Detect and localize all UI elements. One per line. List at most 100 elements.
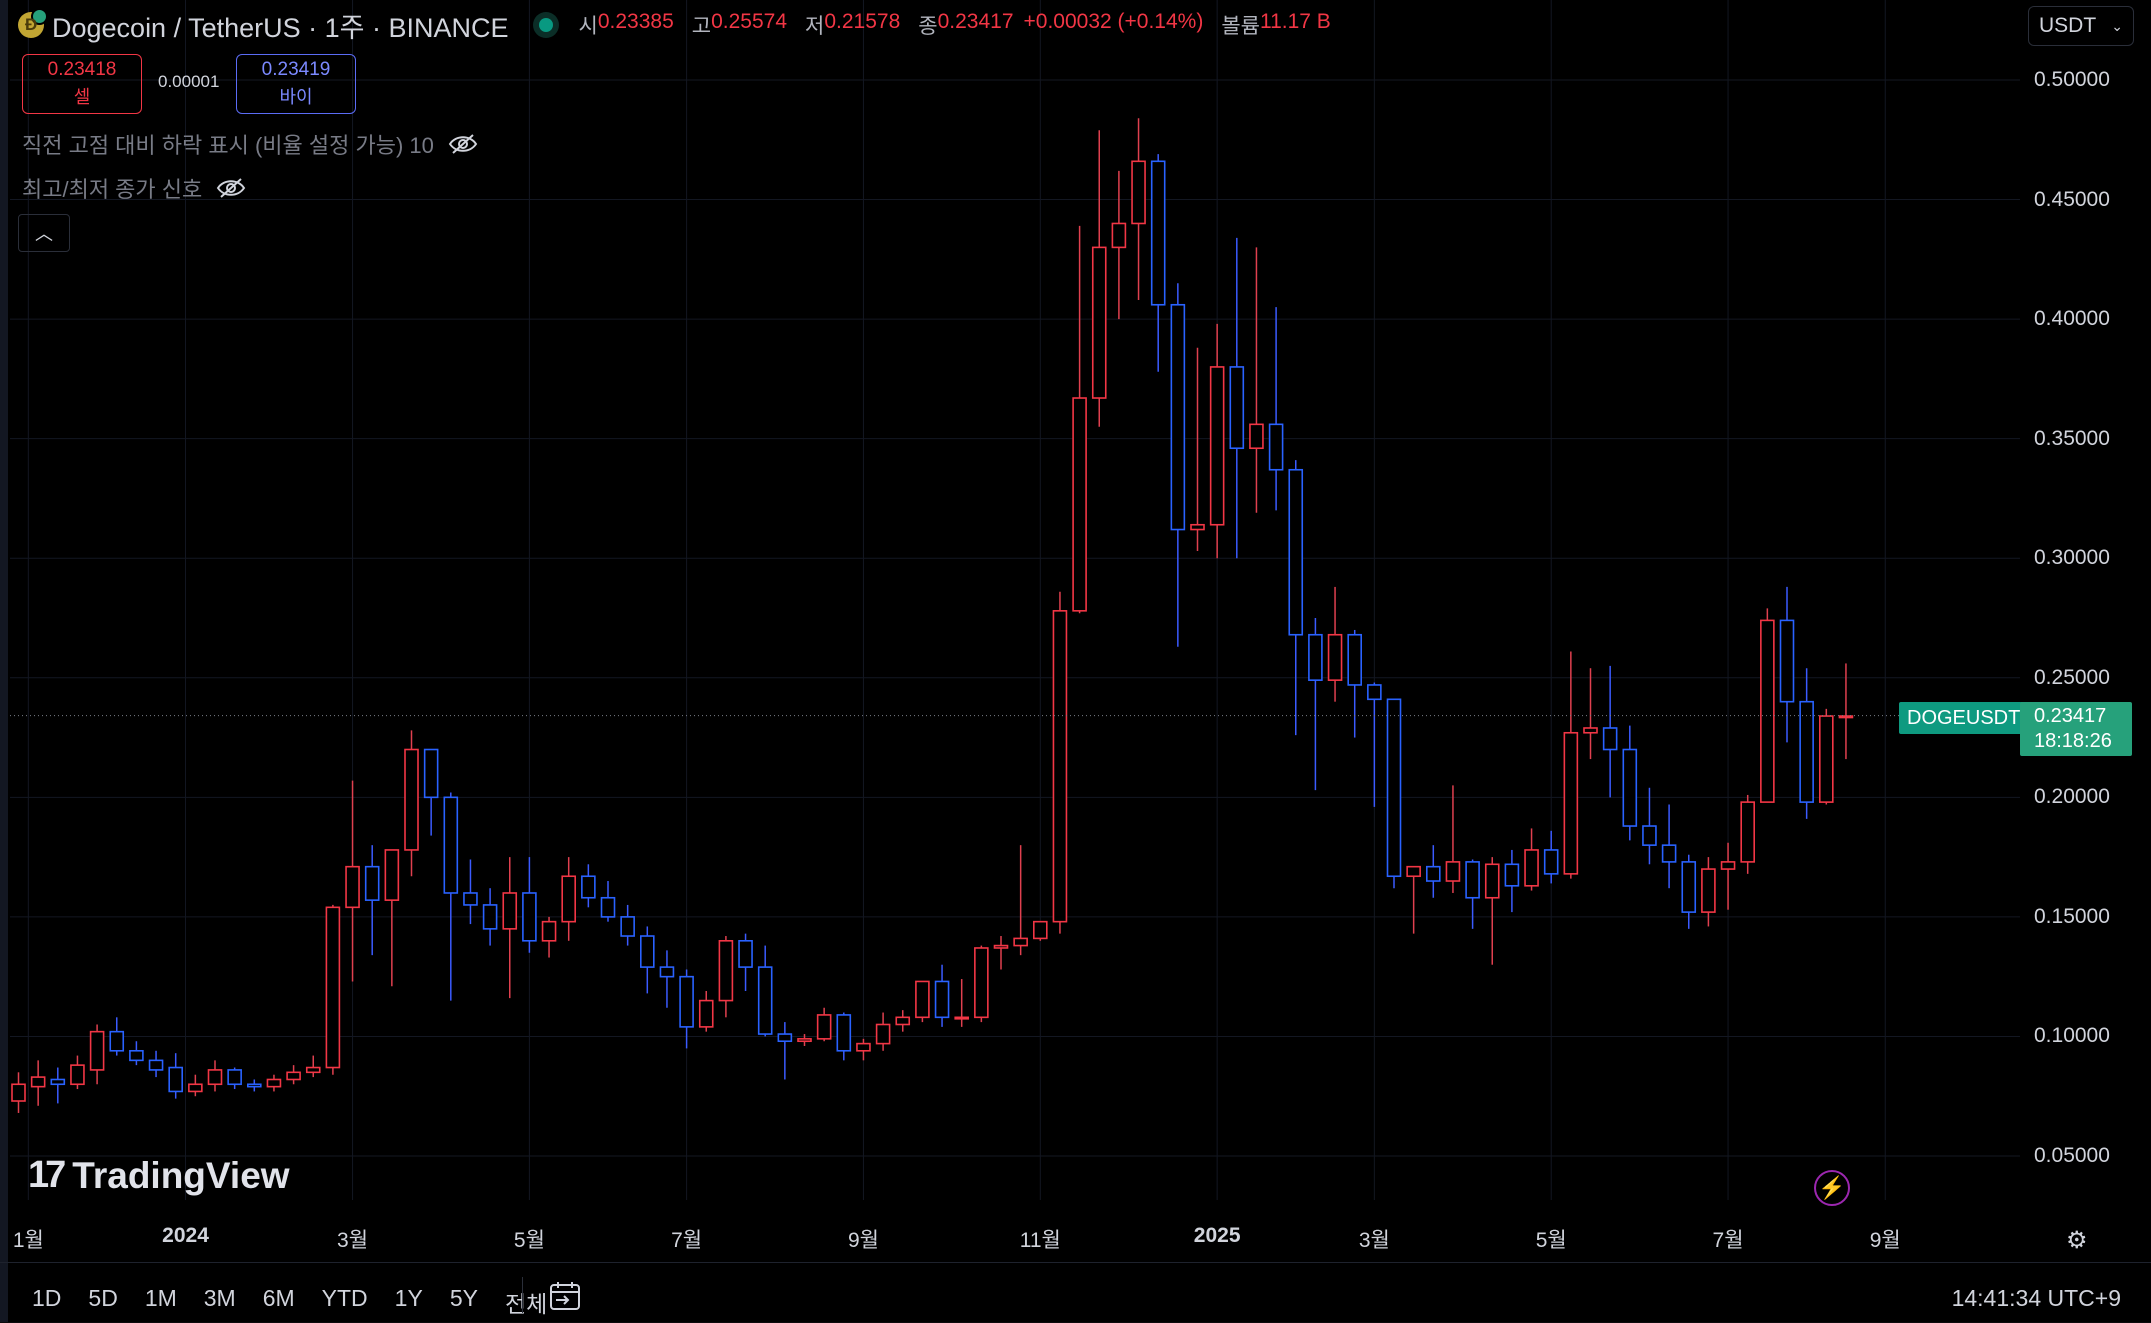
eye-hidden-icon[interactable]	[216, 177, 246, 199]
chart-settings-gear-icon[interactable]: ⚙	[2066, 1227, 2088, 1254]
close-value: 0.23417	[937, 10, 1014, 33]
candle-down	[129, 1049, 144, 1062]
sell-label: 셀	[73, 87, 91, 107]
currency-label: USDT	[2039, 14, 2097, 37]
candle-up	[1563, 731, 1579, 875]
range-5d[interactable]: 5D	[88, 1285, 118, 1311]
price-tick-label: 0.20000	[2034, 785, 2110, 809]
currency-selector[interactable]: USDT ⌄	[2028, 6, 2134, 46]
candle-down	[659, 966, 675, 978]
tradingview-logo[interactable]: 17 TradingView	[28, 1154, 290, 1197]
sell-button[interactable]: 0.23418 셀	[22, 54, 142, 114]
chevron-up-icon: ︿	[35, 224, 53, 244]
candle-up	[1052, 610, 1068, 923]
change-value: +0.00032 (+0.14%)	[1023, 10, 1204, 33]
price-tick-label: 0.05000	[2034, 1144, 2110, 1167]
candle-down	[463, 892, 478, 906]
candle-down	[1779, 619, 1795, 703]
candle-down	[443, 796, 459, 894]
indicator-label: 직전 고점 대비 하락 표시 (비율 설정 가능) 10	[22, 133, 434, 158]
buy-price: 0.23419	[261, 59, 331, 80]
candle-down	[1268, 423, 1284, 471]
candle-up	[384, 849, 400, 901]
lightning-icon[interactable]: ⚡	[1814, 1170, 1850, 1206]
candle-down	[168, 1066, 183, 1093]
range-3m[interactable]: 3M	[203, 1285, 236, 1311]
open-label: 시	[578, 15, 598, 38]
range-1m[interactable]: 1M	[144, 1285, 177, 1311]
candle-up	[266, 1078, 282, 1088]
go-to-date-icon[interactable]	[548, 1281, 582, 1311]
candle-up	[1838, 715, 1854, 719]
price-tick-label: 0.45000	[2034, 187, 2110, 211]
close-label: 종	[918, 15, 938, 38]
buy-button[interactable]: 0.23419 바이	[236, 54, 356, 114]
candle-down	[1681, 861, 1697, 913]
candle-up	[698, 999, 714, 1028]
candle-up	[1072, 397, 1087, 612]
candle-down	[639, 935, 655, 968]
price-tick-label: 0.30000	[2034, 546, 2110, 570]
candle-down	[1642, 825, 1657, 846]
candle-down	[836, 1014, 852, 1052]
price-chart[interactable]	[0, 0, 2151, 1262]
price-tick-label: 0.40000	[2034, 307, 2110, 331]
indicator-high-low-close[interactable]: 최고/최저 종가 신호	[22, 172, 246, 204]
candle-down	[600, 896, 616, 918]
collapse-legend-button[interactable]: ︿	[18, 214, 70, 252]
candle-down	[522, 892, 537, 942]
candle-up	[11, 1083, 26, 1102]
candle-up	[1583, 727, 1598, 734]
time-tick-label: 11월	[1019, 1229, 1061, 1252]
left-edge-panel	[0, 0, 8, 1322]
candle-down	[1622, 748, 1638, 827]
price-tick-label: 0.35000	[2034, 426, 2110, 450]
candle-up	[404, 748, 419, 851]
dogecoin-icon	[18, 8, 48, 38]
indicator-label: 최고/최저 종가 신호	[22, 177, 203, 202]
price-tick-label: 0.10000	[2034, 1024, 2110, 1048]
candle-down	[148, 1059, 164, 1071]
candle-up	[856, 1042, 871, 1052]
low-label: 저	[805, 15, 825, 38]
candle-down	[1543, 849, 1559, 875]
range-6m[interactable]: 6M	[262, 1285, 295, 1311]
candle-down	[227, 1069, 242, 1086]
candle-up	[1701, 868, 1716, 913]
tether-badge-icon	[31, 8, 48, 25]
range-1y[interactable]: 1Y	[394, 1285, 423, 1311]
candle-up	[502, 892, 518, 930]
price-tick-label: 0.50000	[2034, 68, 2110, 91]
candle-up	[1091, 246, 1107, 399]
clock-timezone[interactable]: 14:41:34 UTC+9	[1951, 1285, 2121, 1311]
symbol-title[interactable]: Dogecoin / TetherUS · 1주 · BINANCE	[52, 12, 509, 43]
candle-up	[1819, 715, 1834, 803]
eye-hidden-icon[interactable]	[448, 133, 478, 155]
candle-up	[286, 1071, 301, 1081]
time-tick-label: 5월	[513, 1229, 545, 1252]
candle-down	[1661, 844, 1677, 863]
high-label: 고	[691, 15, 712, 38]
candle-up	[188, 1083, 203, 1093]
range-5y[interactable]: 5Y	[449, 1285, 478, 1311]
candle-up	[1209, 366, 1225, 526]
candle-up	[70, 1064, 85, 1086]
indicator-drawdown[interactable]: 직전 고점 대비 하락 표시 (비율 설정 가능) 10	[22, 128, 478, 160]
candle-down	[1602, 727, 1618, 751]
candle-down	[934, 980, 950, 1019]
candle-up	[797, 1038, 812, 1043]
candle-up	[1111, 222, 1127, 249]
candle-up	[1760, 619, 1775, 803]
last-price-value: 0.23417	[2034, 705, 2107, 727]
candle-down	[1150, 160, 1166, 306]
candle-up	[305, 1066, 321, 1074]
volume-label: 볼륨	[1221, 15, 1260, 38]
candle-down	[1170, 303, 1186, 531]
range-all[interactable]: 전체	[504, 1291, 548, 1317]
range-1d[interactable]: 1D	[32, 1285, 62, 1311]
candle-up	[89, 1030, 105, 1071]
range-ytd[interactable]: YTD	[321, 1285, 368, 1311]
tradingview-wordmark: TradingView	[72, 1154, 290, 1196]
time-tick-label: 2025	[1193, 1224, 1241, 1247]
